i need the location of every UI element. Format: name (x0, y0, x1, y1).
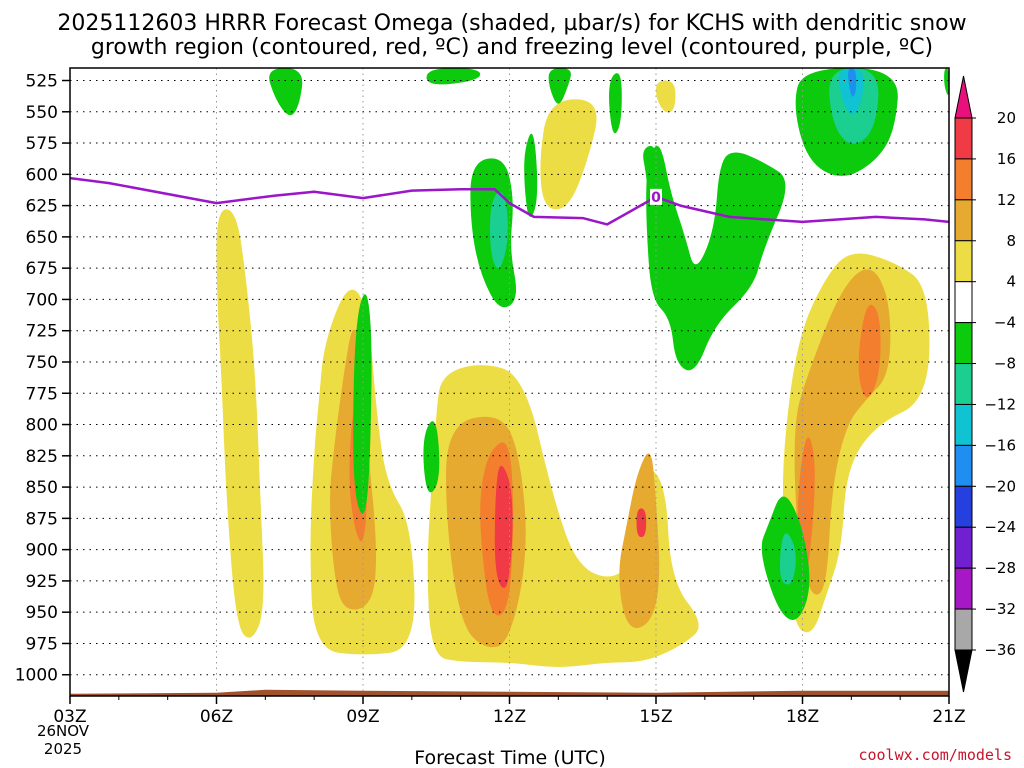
omega-region-23 (646, 145, 786, 371)
omega-region-13 (858, 304, 881, 398)
colorbar-label: −16 (984, 436, 1016, 454)
colorbar-label: 12 (997, 191, 1016, 209)
y-tick-label: 550 (26, 103, 58, 123)
omega-region-14 (540, 99, 597, 210)
y-tick-label: 800 (26, 416, 58, 436)
y-tick-label: 575 (26, 134, 58, 154)
colorbar-segment (954, 322, 973, 365)
y-tick-label: 675 (26, 259, 58, 279)
colorbar-segment (954, 281, 973, 324)
colorbar-segment (954, 199, 973, 242)
y-tick-label: 750 (26, 353, 58, 373)
omega-region-19 (609, 73, 622, 134)
x-tick-label: 18Z (786, 707, 819, 727)
y-tick-label: 650 (26, 228, 58, 248)
colorbar-label: 8 (1006, 232, 1016, 250)
omega-region-32 (524, 133, 538, 217)
chart-title-line2: growth region (contoured, red, ºC) and f… (91, 35, 933, 60)
y-tick-label: 925 (26, 572, 58, 592)
x-start-date-day: 26NOV (37, 722, 90, 740)
omega-region-30 (848, 68, 857, 97)
colorbar-label: −8 (994, 355, 1016, 373)
y-tick-label: 775 (26, 384, 58, 404)
omega-region-18 (548, 68, 571, 104)
y-axis-ticks: 525 550 575 600 625 650 675 700 725 750 775 800 825 8… (15, 72, 70, 686)
x-tick-label: 15Z (639, 707, 672, 727)
omega-region-9 (636, 508, 647, 538)
terrain-layer (70, 689, 949, 696)
omega-region-20 (353, 294, 372, 514)
freezing-level-line (70, 176, 949, 226)
colorbar-label: −4 (994, 314, 1016, 332)
y-tick-label: 875 (26, 509, 58, 529)
x-tick-label: 03Z (53, 707, 86, 727)
colorbar-segment (954, 526, 973, 569)
freezing-level-label: 0 (651, 190, 661, 206)
y-tick-label: 700 (26, 290, 58, 310)
y-tick-label: 975 (26, 634, 58, 654)
omega-region-22 (490, 191, 508, 269)
colorbar-label: −32 (984, 600, 1016, 618)
chart-title-line1: 2025112603 HRRR Forecast Omega (shaded, … (57, 11, 966, 36)
omega-region-31 (423, 421, 440, 493)
x-tick-label: 09Z (346, 707, 379, 727)
y-tick-label: 950 (26, 603, 58, 623)
x-axis-ticks: 03Z 06Z 09Z 12Z 15Z 18Z 21Z (53, 696, 966, 727)
colorbar-segment (954, 444, 973, 487)
omega-region-26 (779, 533, 796, 585)
omega-shading-layer (216, 68, 949, 667)
omega-region-0 (216, 209, 264, 638)
colorbar: 20 16 12 8 4 −4 −8 −12 −16 −20 −24 −28 −32 −36 (954, 75, 1016, 693)
y-tick-label: 600 (26, 165, 58, 185)
y-tick-label: 725 (26, 322, 58, 342)
y-tick-label: 850 (26, 478, 58, 498)
colorbar-segment (954, 363, 973, 405)
colorbar-label: −36 (984, 641, 1016, 659)
x-start-date-year: 2025 (44, 740, 82, 758)
colorbar-label: 20 (997, 109, 1016, 127)
y-tick-label: 1000 (15, 666, 58, 686)
colorbar-label: −28 (984, 559, 1016, 577)
colorbar-bottom-cap (954, 649, 973, 693)
omega-region-6 (619, 453, 660, 629)
colorbar-segment (954, 240, 973, 283)
colorbar-segment (954, 567, 973, 610)
colorbar-segment (954, 608, 973, 651)
colorbar-segment (954, 158, 973, 201)
x-axis-label: Forecast Time (UTC) (414, 747, 605, 768)
y-tick-label: 525 (26, 72, 58, 92)
x-tick-label: 12Z (493, 707, 526, 727)
credit-text: coolwx.com/models (858, 746, 1012, 764)
colorbar-label: −12 (984, 395, 1016, 413)
y-tick-label: 900 (26, 541, 58, 561)
terrain-fill (70, 689, 949, 696)
colorbar-label: −24 (984, 518, 1016, 536)
freezing-level-layer: 0 (70, 176, 949, 226)
omega-region-33 (944, 68, 949, 95)
colorbar-segment (954, 485, 973, 528)
omega-region-15 (656, 80, 676, 113)
colorbar-segment (954, 403, 973, 446)
omega-region-8 (494, 465, 513, 588)
colorbar-label: 16 (997, 150, 1016, 168)
colorbar-label: 4 (1006, 273, 1016, 291)
omega-region-16 (269, 68, 303, 116)
y-tick-label: 625 (26, 197, 58, 217)
x-tick-label: 21Z (932, 707, 965, 727)
colorbar-segment (954, 117, 973, 160)
y-tick-label: 825 (26, 447, 58, 467)
x-tick-label: 06Z (200, 707, 233, 727)
freezing-level-label-bg (650, 188, 662, 205)
colorbar-label: −20 (984, 477, 1016, 495)
